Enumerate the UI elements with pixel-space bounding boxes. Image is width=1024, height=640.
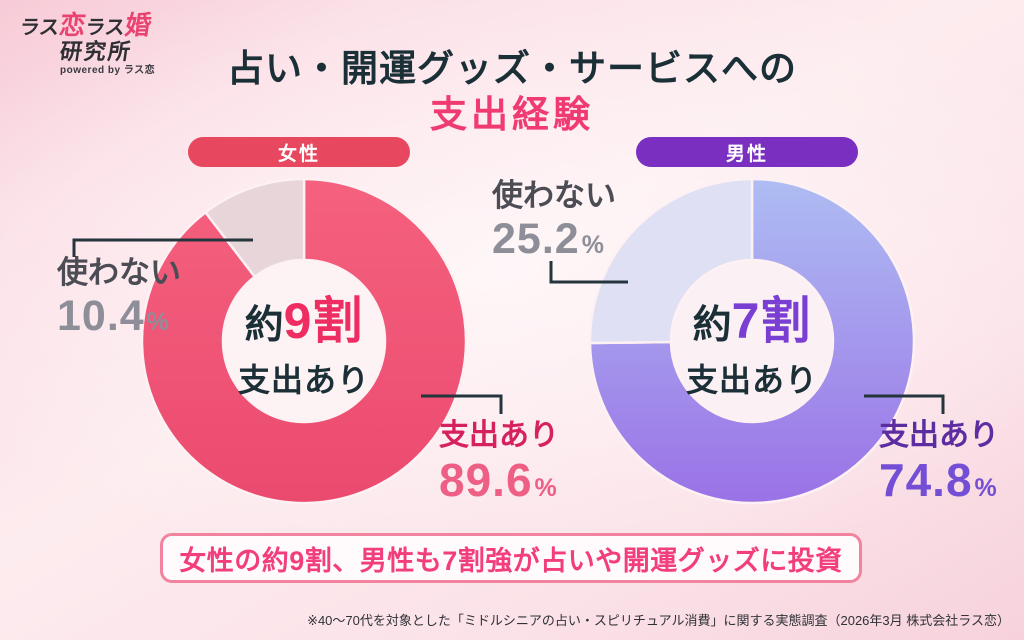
male-center-row: 約 7割 [693, 281, 812, 353]
male-center-sub: 支出あり [685, 362, 818, 398]
page-title-line1: 占い・開運グッズ・サービスへの [227, 48, 797, 89]
male-spender-label: 支出あり 74.8% [879, 420, 999, 504]
female-donut-center-label: 約 9割 支出あり [134, 171, 474, 511]
page-title-line2: 支出経験 [430, 94, 594, 135]
male-spender-value: 74.8% [879, 453, 998, 506]
male-badge: 男性 [636, 137, 858, 167]
brand-logo: ラス恋ラス婚 研究所 powered by ラス恋 [18, 10, 157, 77]
male-donut-svg [588, 177, 916, 505]
female-center-about: 約 [244, 304, 284, 347]
female-nonspender-name: 使わない [57, 255, 181, 290]
brand-logo-tagline: powered by ラス恋 [60, 65, 156, 77]
brand-logo-line1: ラス恋ラス婚 [18, 10, 157, 40]
brand-logo-part: ラス [83, 17, 127, 39]
percent-sign: % [974, 473, 998, 502]
male-center-ratio: 7割 [731, 293, 812, 349]
female-center-sub: 支出あり [237, 362, 370, 398]
female-spender-value: 89.6% [439, 453, 558, 506]
male-donut-center-label: 約 7割 支出あり [582, 171, 922, 511]
female-center-row: 約 9割 [245, 281, 364, 353]
male-spender-name: 支出あり [879, 419, 999, 452]
male-donut-chart: 約 7割 支出あり [582, 171, 922, 511]
brand-logo-part: 婚 [123, 10, 154, 40]
summary-banner: 女性の約9割、男性も7割強が占いや開運グッズに投資 [160, 533, 862, 583]
female-donut-svg [140, 177, 468, 505]
brand-logo-part: ラス [18, 17, 61, 39]
percent-sign: % [146, 307, 170, 336]
footnote: ※40〜70代を対象とした「ミドルシニアの占い・スピリチュアル消費」に関する実態… [307, 613, 1010, 628]
male-center-about: 約 [692, 304, 732, 347]
female-donut-chart: 約 9割 支出あり [134, 171, 474, 511]
female-nonspender-value: 10.4% [57, 291, 170, 340]
female-spender-name: 支出あり [439, 419, 559, 452]
male-nonspender-label: 使わない 25.2% [492, 178, 616, 263]
female-center-ratio: 9割 [283, 293, 364, 349]
percent-sign: % [534, 473, 558, 502]
male-nonspender-value: 25.2% [492, 214, 605, 263]
percent-sign: % [581, 230, 605, 259]
male-nonspender-name: 使わない [492, 178, 616, 213]
female-badge: 女性 [188, 137, 410, 167]
female-spender-label: 支出あり 89.6% [439, 420, 559, 504]
female-nonspender-label: 使わない 10.4% [57, 255, 181, 340]
